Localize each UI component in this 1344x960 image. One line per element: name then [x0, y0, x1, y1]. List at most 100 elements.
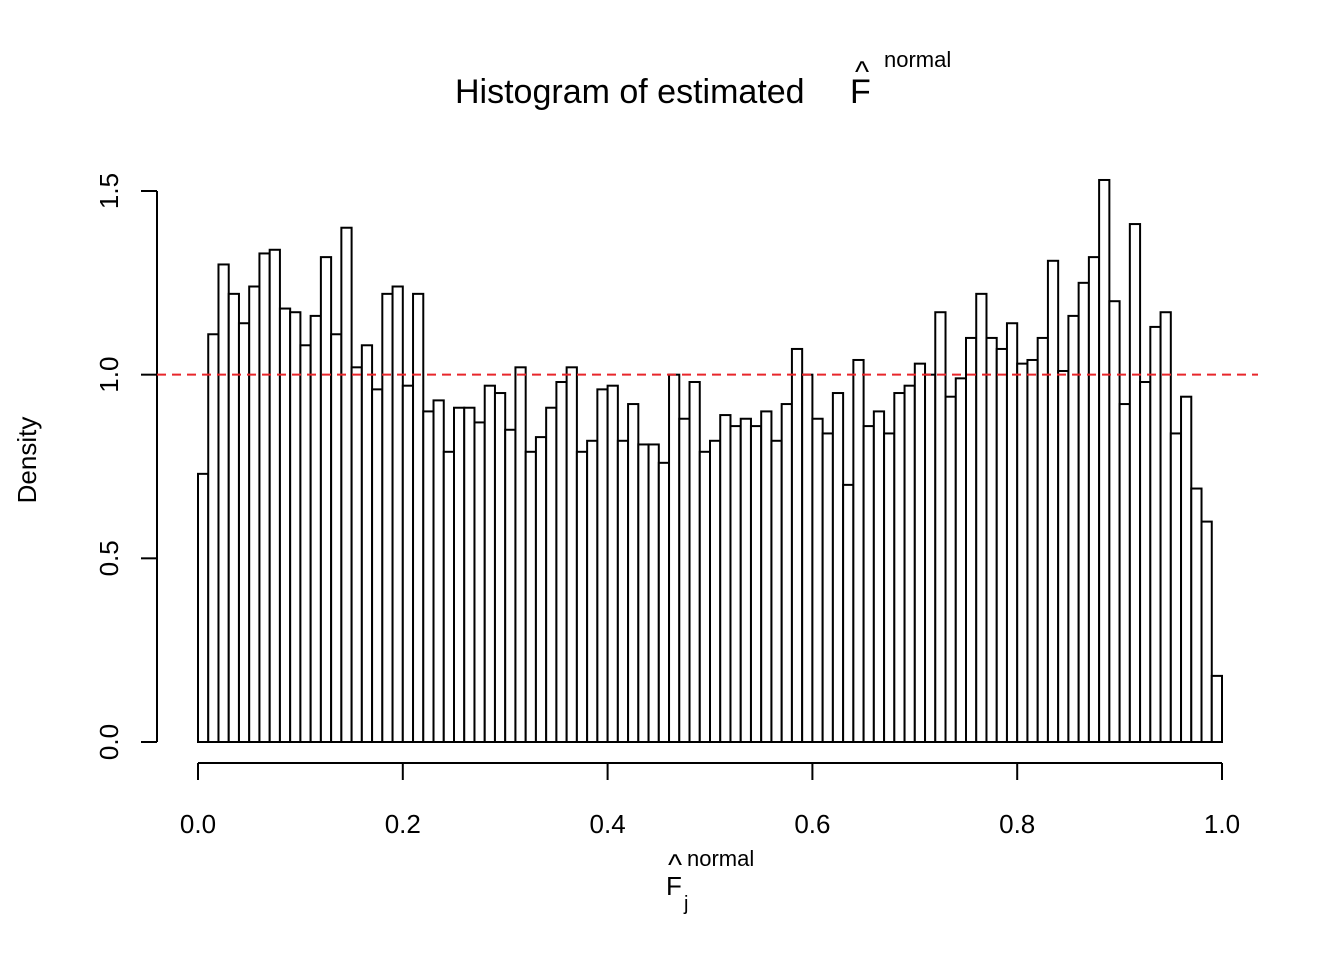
histogram-bar	[790, 347, 804, 743]
histogram-bar	[1180, 395, 1193, 743]
histogram-bar	[463, 406, 476, 743]
histogram-bar	[698, 450, 712, 743]
x-tick-label: 0.2	[385, 809, 421, 839]
histogram-bar	[852, 358, 865, 743]
x-axis-label-hat: ^	[668, 849, 682, 882]
histogram-bar	[760, 410, 773, 743]
histogram-bar	[862, 425, 875, 743]
histogram-bar	[903, 384, 916, 743]
chart-title-superscript: normal	[884, 47, 951, 72]
histogram-bar	[924, 373, 937, 743]
histogram-bar	[647, 443, 660, 743]
histogram-bar	[422, 410, 435, 743]
histogram-bar	[1067, 314, 1080, 743]
histogram-bar	[1108, 300, 1121, 743]
histogram-bar	[555, 381, 568, 743]
histogram-bar	[709, 439, 722, 743]
x-tick-label: 0.6	[794, 809, 830, 839]
histogram-bar	[1026, 358, 1039, 743]
chart-title-symbol: F	[850, 73, 871, 111]
histogram-bar	[1036, 336, 1049, 743]
histogram-bar	[197, 472, 210, 743]
histogram-bar	[749, 425, 763, 743]
histogram-bar	[278, 307, 292, 743]
histogram-bar	[944, 395, 957, 743]
histogram-bar	[524, 450, 537, 743]
histogram-bar	[872, 410, 886, 743]
histogram-bar	[1016, 362, 1029, 743]
x-axis-label-subscript: j	[683, 893, 688, 915]
histogram-bar	[688, 381, 701, 743]
histogram-bar	[237, 322, 251, 743]
x-tick-label: 1.0	[1204, 809, 1240, 839]
histogram-bar	[217, 263, 230, 743]
histogram-bar	[668, 373, 681, 743]
histogram-bar	[770, 439, 783, 743]
histogram-bar	[719, 414, 732, 743]
histogram-bar	[596, 388, 609, 743]
histogram-bar	[1118, 403, 1131, 743]
histogram-bar	[401, 384, 415, 743]
histogram-bar	[268, 248, 281, 743]
histogram-bar	[412, 292, 425, 743]
histogram-bar	[1098, 178, 1111, 744]
histogram-bar	[729, 425, 742, 743]
y-axis-label: Density	[12, 417, 42, 504]
histogram-bar	[340, 226, 353, 743]
histogram-bar	[811, 417, 824, 743]
histogram-bar	[442, 450, 456, 743]
x-tick-label: 0.4	[590, 809, 626, 839]
histogram-bar	[657, 461, 671, 743]
histogram-bar	[606, 384, 619, 743]
histogram-bar	[1190, 487, 1203, 744]
histogram-bar	[678, 417, 691, 743]
histogram-bar	[616, 439, 630, 743]
histogram-bar	[1159, 311, 1172, 743]
histogram-bar	[545, 406, 558, 743]
histogram-bar	[842, 483, 855, 743]
histogram-bar	[965, 336, 978, 743]
histogram-bar	[913, 362, 927, 743]
histogram-bar	[1005, 322, 1019, 743]
histogram-bar	[801, 373, 814, 743]
histogram-bar	[289, 311, 302, 743]
histogram-bar	[954, 377, 968, 743]
histogram-bar	[207, 333, 220, 743]
histogram-bar	[739, 417, 752, 743]
histogram-bar	[1169, 432, 1183, 743]
histogram-bar	[985, 336, 998, 743]
histogram-bar	[391, 285, 404, 743]
histogram-bars	[197, 178, 1224, 744]
histogram-bar	[586, 439, 599, 743]
histogram-bar	[473, 421, 486, 743]
histogram-bar	[780, 403, 793, 743]
y-tick-label: 0.5	[94, 540, 124, 576]
histogram-bar	[1057, 369, 1070, 743]
x-axis-label-superscript: normal	[687, 846, 754, 871]
histogram-bar	[493, 392, 507, 743]
histogram-bar	[831, 392, 845, 743]
histogram-bar	[934, 311, 947, 743]
histogram-bar	[1210, 674, 1224, 744]
histogram-bar	[319, 256, 333, 743]
histogram-bar	[627, 403, 640, 743]
histogram-bar	[575, 450, 589, 743]
histogram-bar	[514, 366, 527, 743]
histogram-bar	[1200, 520, 1213, 743]
histogram-bar	[1087, 256, 1101, 743]
histogram-bar	[1077, 281, 1090, 743]
histogram-bar	[350, 366, 363, 743]
x-tick-label: 0.8	[999, 809, 1035, 839]
histogram-bar	[258, 252, 271, 744]
histogram-bar	[1149, 325, 1162, 743]
histogram-bar	[371, 388, 384, 743]
chart-title-text: Histogram of estimated	[455, 73, 805, 111]
y-tick-label: 1.0	[94, 357, 124, 393]
histogram-bar	[381, 292, 394, 743]
histogram-bar	[995, 347, 1008, 743]
histogram-bar	[883, 432, 896, 743]
y-tick-label: 0.0	[94, 724, 124, 760]
histogram-bar	[975, 292, 988, 743]
histogram-bar	[1128, 223, 1142, 743]
